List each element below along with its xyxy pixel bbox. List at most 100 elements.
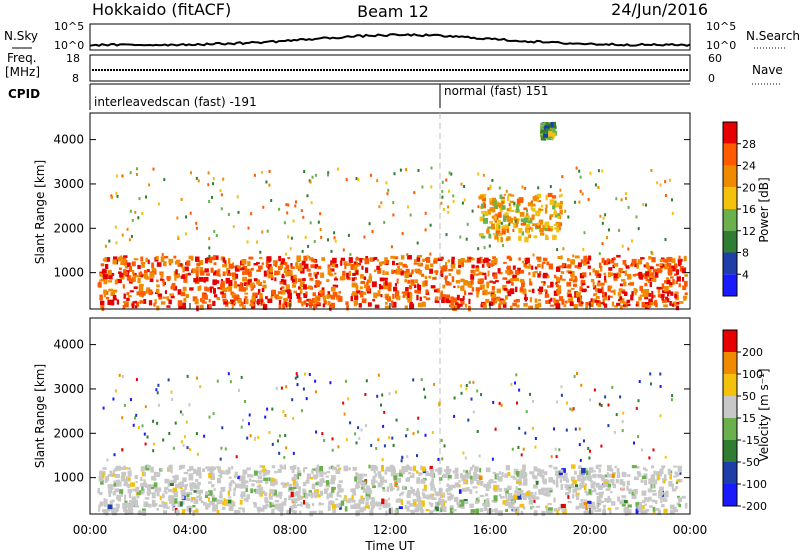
echo-cell [505, 189, 508, 193]
echo-cell [221, 426, 224, 430]
echo-cell [513, 494, 518, 500]
echo-cell [128, 506, 133, 511]
echo-cell [216, 297, 220, 301]
echo-cell [134, 275, 139, 278]
echo-cell [271, 478, 276, 484]
echo-cell [515, 277, 519, 282]
echo-cell [643, 510, 648, 514]
echo-cell [220, 207, 223, 211]
echo-cell [250, 474, 254, 478]
echo-cell [592, 505, 596, 510]
echo-cell [659, 269, 663, 272]
echo-cell [603, 260, 607, 265]
echo-cell [476, 257, 481, 264]
echo-cell [188, 474, 194, 477]
echo-cell [125, 270, 130, 274]
echo-cell [607, 272, 611, 278]
echo-cell [386, 486, 390, 492]
echo-cell [522, 473, 528, 477]
echo-cell [434, 506, 439, 512]
echo-cell [284, 414, 287, 417]
echo-cell [532, 223, 537, 227]
echo-cell [424, 228, 427, 232]
echo-cell [423, 484, 427, 490]
echo-cell [163, 510, 168, 515]
echo-cell [223, 299, 228, 305]
echo-cell [556, 400, 559, 404]
echo-cell [281, 258, 286, 262]
echo-cell [281, 275, 285, 279]
echo-cell [454, 469, 458, 472]
echo-cell [471, 287, 475, 292]
echo-cell [141, 485, 144, 491]
echo-cell [406, 505, 410, 512]
echo-cell [639, 294, 644, 297]
echo-cell [164, 290, 167, 294]
echo-cell [134, 210, 137, 214]
echo-cell [225, 277, 230, 284]
echo-cell [329, 294, 332, 298]
echo-cell [369, 510, 374, 516]
echo-cell [233, 492, 236, 497]
echo-cell [301, 249, 304, 253]
echo-cell [627, 205, 630, 209]
echo-cell [468, 292, 473, 295]
echo-cell [353, 266, 358, 270]
echo-cell [100, 300, 105, 305]
echo-cell [106, 296, 110, 300]
echo-cell [195, 176, 198, 180]
echo-cell [530, 491, 534, 497]
echo-cell [391, 260, 395, 266]
echo-cell [134, 416, 136, 420]
echo-cell [647, 498, 650, 503]
echo-cell [216, 499, 219, 505]
echo-cell [674, 291, 679, 294]
echo-cell [365, 379, 368, 383]
echo-cell [271, 465, 276, 469]
echo-cell [127, 483, 131, 489]
echo-cell [431, 479, 434, 485]
echo-cell [296, 293, 301, 299]
echo-cell [185, 273, 188, 278]
echo-cell [397, 290, 400, 297]
echo-cell [632, 274, 637, 277]
echo-cell [398, 506, 403, 510]
echo-cell [356, 474, 362, 480]
echo-cell [458, 304, 463, 307]
echo-cell [441, 180, 444, 184]
echo-cell [635, 303, 638, 307]
echo-cell [290, 488, 295, 492]
echo-cell [666, 279, 671, 285]
echo-cell [442, 208, 445, 211]
echo-cell [195, 478, 199, 482]
echo-cell [318, 510, 323, 514]
echo-cell [537, 302, 542, 308]
echo-cell [177, 235, 180, 239]
echo-cell [100, 278, 105, 282]
echo-cell [131, 218, 134, 222]
freq-tick-bottom: 8 [72, 72, 79, 85]
echo-cell [222, 177, 225, 181]
echo-cell [264, 496, 268, 503]
echo-cell [563, 304, 567, 308]
echo-cell [520, 222, 524, 226]
colorbar-segment [723, 330, 737, 352]
echo-cell [378, 205, 381, 209]
echo-cell [392, 213, 395, 217]
echo-cell [651, 465, 654, 469]
echo-cell [369, 273, 372, 279]
echo-cell [536, 468, 541, 473]
echo-cell [163, 490, 167, 493]
echo-cell [650, 169, 653, 172]
echo-cell [199, 304, 204, 310]
echo-cell [225, 469, 229, 475]
echo-cell [358, 303, 362, 308]
echo-cell [234, 483, 240, 489]
colorbar-tick-label: -200 [742, 500, 767, 513]
echo-cell [99, 274, 103, 277]
echo-cell [233, 274, 237, 281]
echo-cell [377, 501, 383, 507]
echo-cell [508, 222, 511, 226]
echo-cell [616, 302, 621, 306]
echo-cell [504, 473, 509, 478]
